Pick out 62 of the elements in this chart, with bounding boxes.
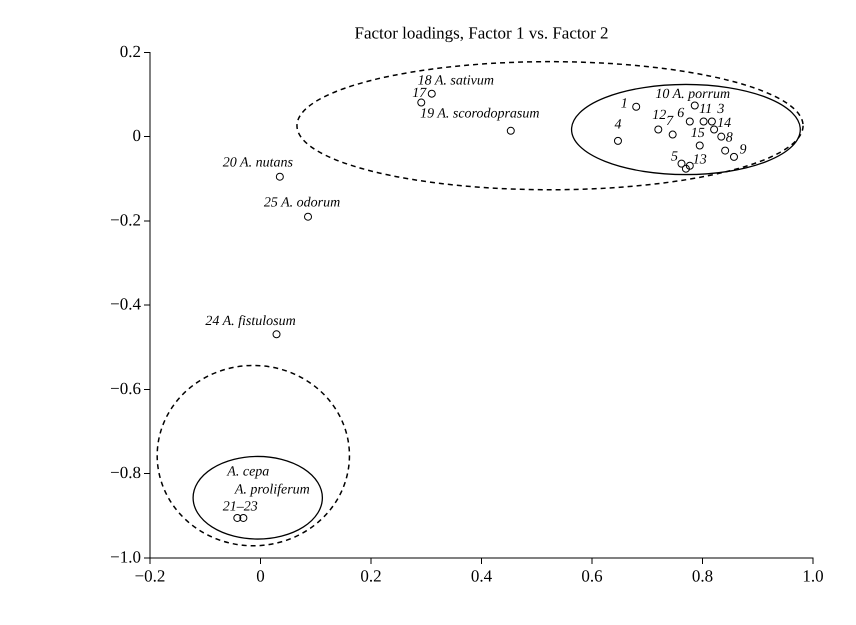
annotation: 6 [677,106,684,122]
annotation: 14 [717,116,732,132]
x-tick-label: 0 [256,566,265,586]
annotation: 19 A. scorodoprasum [420,106,540,122]
y-tick-label: 0 [132,126,141,146]
point [708,118,716,126]
point [428,90,436,98]
annotation: 8 [726,130,733,146]
point [721,146,730,155]
chart-title: Factor loadings, Factor 1 vs. Factor 2 [354,24,609,43]
x-tick-label: 1.0 [802,566,824,586]
point [682,164,690,173]
annotation: 24 A. fistulosum [205,314,296,329]
annotation: 20 A. nutans [222,155,294,170]
x-tick-label: 0.6 [581,566,603,586]
y-tick-label: −0.2 [110,210,141,230]
y-tick-label: 0.2 [120,42,141,61]
annotation: 9 [739,142,746,158]
annotation: 7 [666,114,674,130]
point [632,102,640,111]
x-tick-label: 0.8 [692,566,714,586]
point [668,130,677,139]
annotation: A. proliferum [234,482,310,498]
annotation: 21–23 [222,500,258,515]
annotation: 13 [692,152,707,168]
point [710,126,718,134]
annotation: 3 [716,102,724,118]
annotation: 12 [652,108,666,124]
point [686,118,694,126]
annotation: A. cepa [226,464,270,480]
annotation: 15 [690,126,705,142]
point [678,160,686,168]
point [690,101,699,110]
annotation: 5 [671,149,678,164]
point [304,212,312,221]
annotation: 4 [614,118,622,133]
point [686,162,694,170]
point [506,126,515,135]
annotation: 1 [620,96,628,112]
y-tick-label: −0.6 [110,378,141,398]
point [696,142,704,150]
point [272,330,281,338]
point [276,172,284,181]
annotation: 10 A. porrum [655,87,730,102]
annotation: 11 [699,102,712,118]
point [614,136,622,145]
point [700,118,708,126]
point [730,152,738,161]
annotation: 17 [412,86,428,102]
x-tick-label: 0.2 [360,566,382,586]
annotation: 25 A. odorum [264,195,340,210]
point [239,514,248,522]
point [417,98,426,107]
y-tick-label: −0.4 [110,294,142,314]
x-tick-label: −0.2 [134,566,166,586]
point [717,132,726,141]
x-tick-label: 0.4 [470,566,493,586]
y-tick-label: −0.8 [110,463,141,482]
point [233,514,242,522]
annotation: 18 A. sativum [418,73,494,88]
y-tick-label: −1.0 [110,547,141,566]
point [654,126,662,134]
